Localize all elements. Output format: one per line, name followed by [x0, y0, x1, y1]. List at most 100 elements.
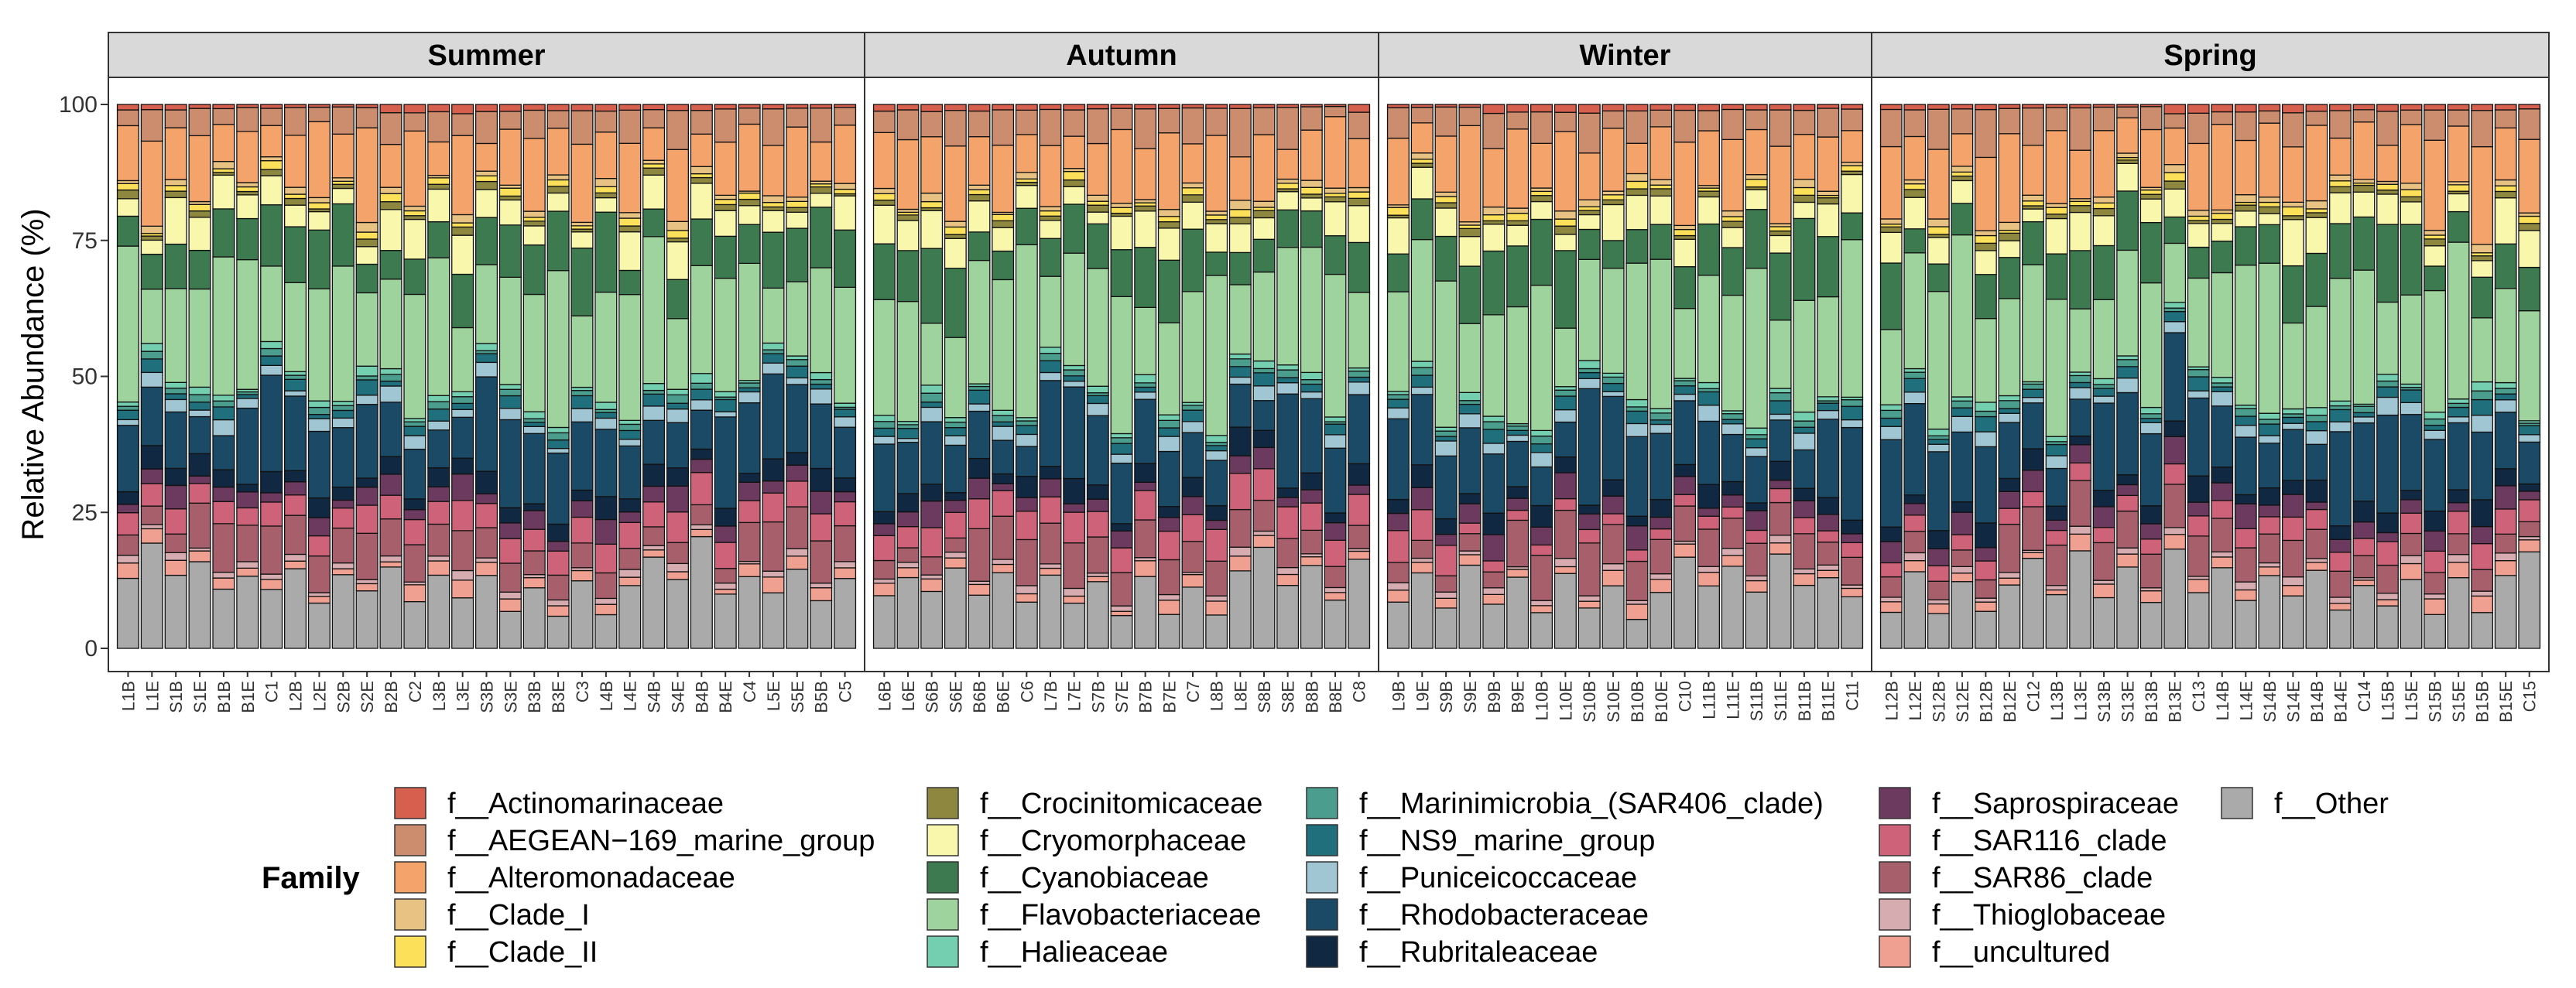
bar-segment-f-rubritaleaceae	[2045, 505, 2068, 521]
bar-segment-f-thioglobaceae	[2258, 562, 2281, 568]
bar-segment-f-flavobacteriaceae	[2163, 242, 2187, 303]
bar-segment-f-marinimicrobia-sar406-clade	[1110, 437, 1133, 444]
bar-segment-f-crocinitomicaceae	[1039, 215, 1062, 221]
bar-segment-f-flavobacteriaceae	[188, 288, 211, 388]
bar-segment-f-saprospiraceae	[570, 500, 594, 518]
bar-segment-f-clade-ii	[1039, 210, 1062, 217]
bar-segment-f-thioglobaceae	[1998, 572, 2021, 579]
bar-segment-f-actinomarinaceae	[546, 104, 570, 111]
bar-segment-f-rhodobacteraceae	[1793, 449, 1816, 489]
bar-segment-f-cyanobiaceae	[1324, 235, 1347, 275]
bar-segment-f-actinomarinaceae	[2424, 104, 2446, 111]
bar-segment-f-uncultured	[872, 583, 896, 597]
bar-segment-f-marinimicrobia-sar406-clade	[2139, 413, 2163, 419]
bar-segment-f-clade-i	[379, 186, 402, 194]
bar-segment-f-sar86-clade	[1039, 522, 1062, 565]
bar-segment-f-sar86-clade	[260, 525, 283, 575]
bar-segment-f-ns9-marine-group	[642, 393, 666, 407]
bar-segment-f-saprospiraceae	[2352, 521, 2376, 539]
x-tick-label-S4B: S4B	[645, 681, 664, 713]
bar-segment-f-sar86-clade	[1553, 509, 1577, 559]
bar-B6B	[968, 104, 991, 649]
bar-segment-f-marinimicrobia-sar406-clade	[164, 388, 187, 395]
bar-segment-f-other	[1506, 576, 1530, 649]
bar-segment-f-other	[762, 592, 785, 649]
bar-segment-f-actinomarinaceae	[1903, 104, 1927, 111]
bar-segment-f-halieaceae	[1157, 414, 1180, 421]
bar-segment-f-sar116-clade	[355, 504, 379, 534]
legend: Familyf__Actinomarinaceaef__AEGEAN−169_m…	[262, 787, 2389, 969]
bar-segment-f-sar86-clade	[1625, 560, 1649, 601]
bar-segment-f-actinomarinaceae	[1975, 104, 1997, 111]
bar-segment-f-flavobacteriaceae	[920, 323, 944, 386]
bar-segment-f-crocinitomicaceae	[1625, 188, 1649, 197]
bar-C4	[738, 104, 761, 649]
bar-segment-f-sar116-clade	[1506, 509, 1530, 521]
bar-segment-f-ns9-marine-group	[498, 395, 522, 409]
bar-segment-f-other	[1482, 603, 1506, 649]
bar-segment-f-alteromonadaceae	[1601, 128, 1625, 192]
bar-segment-f-alteromonadaceae	[1975, 156, 1997, 231]
x-tick-label-C10: C10	[1676, 681, 1695, 712]
x-tick-label-S3E: S3E	[501, 681, 520, 713]
bar-segment-f-clade-ii	[762, 202, 785, 208]
bar-segment-f-halieaceae	[1817, 396, 1840, 402]
bar-segment-f-cryomorphaceae	[260, 175, 283, 206]
bar-segment-f-ns9-marine-group	[2447, 406, 2470, 418]
bar-segment-f-rubritaleaceae	[2400, 490, 2423, 501]
bar-segment-f-puniceicoccaceae	[666, 409, 690, 423]
x-tick-label-L15B: L15B	[2379, 681, 2398, 720]
bar-segment-f-saprospiraceae	[2494, 485, 2517, 510]
bar-segment-f-ns9-marine-group	[1721, 419, 1744, 425]
x-tick-label-B5B: B5B	[812, 681, 831, 713]
bar-segment-f-ns9-marine-group	[1601, 382, 1625, 392]
bar-segment-f-puniceicoccaceae	[1157, 436, 1180, 453]
bar-segment-f-flavobacteriaceae	[1745, 268, 1768, 429]
bar-segment-f-clade-i	[283, 186, 307, 195]
bar-segment-f-ns9-marine-group	[2234, 415, 2257, 426]
bar-segment-f-halieaceae	[1300, 371, 1323, 381]
bar-segment-f-cryomorphaceae	[920, 210, 944, 249]
bar-B11E	[1817, 104, 1840, 649]
bar-segment-f-saprospiraceae	[642, 485, 666, 503]
bar-segment-f-other	[1086, 581, 1109, 649]
bar-segment-f-clade-i	[307, 197, 331, 203]
bar-S2B	[331, 104, 355, 649]
bar-segment-f-rhodobacteraceae	[427, 429, 450, 469]
bar-segment-f-saprospiraceae	[738, 481, 761, 501]
bar-segment-f-cryomorphaceae	[2329, 192, 2352, 224]
bar-segment-f-sar86-clade	[2376, 564, 2399, 594]
bar-segment-f-cryomorphaceae	[1577, 214, 1601, 231]
bar-segment-f-clade-i	[1324, 187, 1347, 194]
bar-segment-f-uncultured	[618, 576, 642, 586]
bar-segment-f-aegean-169-marine-group	[1228, 108, 1252, 158]
bar-segment-f-other	[786, 569, 809, 649]
x-tick-label-S3B: S3B	[478, 681, 497, 713]
bar-segment-f-cryomorphaceae	[618, 231, 642, 272]
bar-segment-f-other	[2163, 549, 2187, 649]
bar-segment-f-ns9-marine-group	[236, 394, 259, 399]
bar-segment-f-other	[1625, 618, 1649, 649]
bar-segment-f-flavobacteriaceae	[1157, 322, 1180, 415]
bar-segment-f-sar116-clade	[2092, 527, 2115, 544]
bar-segment-f-rubritaleaceae	[2092, 490, 2115, 508]
bar-segment-f-uncultured	[1998, 577, 2021, 586]
bar-segment-f-saprospiraceae	[1951, 511, 1974, 535]
bar-segment-f-saprospiraceae	[1530, 526, 1553, 546]
bar-segment-f-rubritaleaceae	[896, 493, 920, 513]
bar-segment-f-rubritaleaceae	[1998, 477, 2021, 492]
bar-segment-f-crocinitomicaceae	[1530, 195, 1553, 203]
bar-segment-f-crocinitomicaceae	[164, 190, 187, 199]
bar-S14B	[2258, 104, 2281, 649]
bar-segment-f-uncultured	[896, 567, 920, 579]
bar-segment-f-flavobacteriaceae	[546, 270, 570, 429]
bar-segment-f-flavobacteriaceae	[2494, 288, 2517, 384]
bar-segment-f-ns9-marine-group	[690, 388, 713, 401]
bar-segment-f-crocinitomicaceae	[618, 225, 642, 233]
bar-segment-f-aegean-169-marine-group	[738, 107, 761, 125]
bar-segment-f-thioglobaceae	[1205, 595, 1228, 602]
bar-segment-f-marinimicrobia-sar406-clade	[618, 423, 642, 432]
bar-segment-f-marinimicrobia-sar406-clade	[331, 405, 355, 412]
bar-segment-f-sar86-clade	[1879, 576, 1903, 598]
bar-segment-f-thioglobaceae	[1903, 552, 1927, 562]
